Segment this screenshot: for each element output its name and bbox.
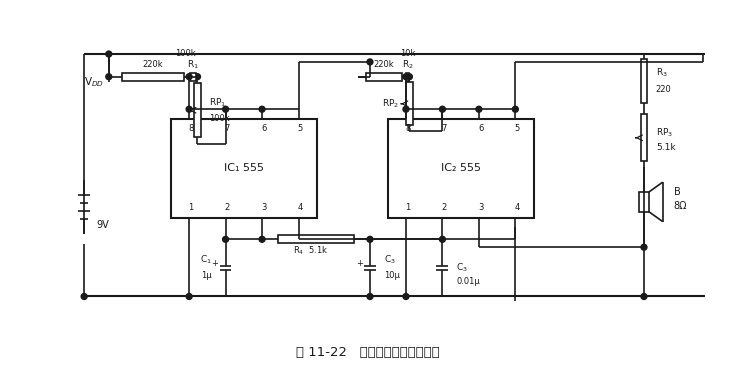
- Text: 3: 3: [478, 203, 484, 212]
- Circle shape: [259, 236, 265, 242]
- Circle shape: [439, 106, 445, 112]
- Text: R$_3$: R$_3$: [656, 67, 668, 80]
- Text: V$_{DD}$: V$_{DD}$: [84, 75, 104, 88]
- Text: C$_3$: C$_3$: [456, 262, 468, 274]
- Text: 1: 1: [188, 203, 194, 212]
- Text: 4: 4: [514, 203, 520, 212]
- Bar: [406, 73, 409, 81]
- Circle shape: [367, 236, 373, 242]
- Circle shape: [106, 51, 112, 57]
- Text: 2: 2: [224, 203, 230, 212]
- Text: 5: 5: [514, 124, 520, 134]
- Text: 6: 6: [261, 124, 266, 134]
- Text: 1μ: 1μ: [201, 271, 212, 280]
- Text: 220k: 220k: [373, 60, 394, 69]
- Circle shape: [222, 106, 229, 112]
- Text: 1: 1: [405, 203, 410, 212]
- Text: 8Ω: 8Ω: [673, 201, 687, 211]
- Text: +: +: [211, 259, 218, 269]
- Bar: [388, 119, 534, 218]
- Circle shape: [641, 293, 647, 300]
- Bar: [122, 73, 184, 81]
- Circle shape: [406, 74, 412, 80]
- Text: 7: 7: [224, 124, 230, 134]
- Text: 220: 220: [656, 85, 671, 93]
- Text: 100k: 100k: [175, 49, 196, 58]
- Text: R$_2$: R$_2$: [402, 59, 414, 71]
- Text: 8: 8: [188, 124, 194, 134]
- Text: 100k: 100k: [209, 113, 230, 123]
- Text: 3: 3: [261, 203, 266, 212]
- Text: 7: 7: [442, 124, 447, 134]
- Text: R$_4$  5.1k: R$_4$ 5.1k: [294, 245, 329, 257]
- Text: 0.01μ: 0.01μ: [456, 277, 480, 286]
- Text: C$_3$: C$_3$: [383, 254, 396, 266]
- Circle shape: [186, 106, 192, 112]
- Text: 4: 4: [297, 203, 302, 212]
- Circle shape: [186, 74, 192, 80]
- Text: B: B: [673, 187, 680, 197]
- Text: RP$_2$: RP$_2$: [383, 98, 400, 110]
- Text: 220k: 220k: [143, 60, 163, 69]
- Circle shape: [476, 106, 482, 112]
- Circle shape: [439, 236, 445, 242]
- Text: 8: 8: [405, 124, 411, 134]
- Bar: [171, 119, 316, 218]
- Text: 9V: 9V: [96, 220, 109, 230]
- Bar: [640, 59, 648, 103]
- Text: 10k: 10k: [400, 49, 415, 58]
- Circle shape: [106, 74, 112, 80]
- Circle shape: [194, 74, 200, 80]
- Text: R$_1$: R$_1$: [188, 59, 199, 71]
- Text: 2: 2: [442, 203, 447, 212]
- Text: IC₂ 555: IC₂ 555: [441, 163, 481, 173]
- Bar: [640, 114, 648, 161]
- Circle shape: [259, 106, 265, 112]
- Text: RP$_3$: RP$_3$: [656, 127, 673, 139]
- Bar: [406, 82, 413, 125]
- Circle shape: [81, 293, 87, 300]
- Circle shape: [403, 293, 409, 300]
- Circle shape: [367, 59, 373, 65]
- Text: 6: 6: [478, 124, 484, 134]
- Text: +: +: [355, 259, 363, 269]
- Bar: [278, 235, 354, 243]
- Circle shape: [186, 293, 192, 300]
- Text: 5.1k: 5.1k: [656, 143, 676, 152]
- Bar: [639, 192, 649, 212]
- Bar: [194, 83, 201, 137]
- Circle shape: [512, 106, 518, 112]
- Text: C$_1$: C$_1$: [200, 254, 212, 266]
- Text: 10μ: 10μ: [383, 271, 400, 280]
- Text: IC₁ 555: IC₁ 555: [224, 163, 263, 173]
- Circle shape: [403, 106, 409, 112]
- Bar: [366, 73, 402, 81]
- Circle shape: [403, 74, 409, 80]
- Bar: [191, 73, 197, 81]
- Text: 5: 5: [297, 124, 302, 134]
- Circle shape: [222, 236, 229, 242]
- Circle shape: [367, 293, 373, 300]
- Text: RP$_1$: RP$_1$: [209, 96, 227, 108]
- Text: 图 11-22   多种模拟声发生器电路: 图 11-22 多种模拟声发生器电路: [296, 346, 440, 359]
- Circle shape: [641, 244, 647, 250]
